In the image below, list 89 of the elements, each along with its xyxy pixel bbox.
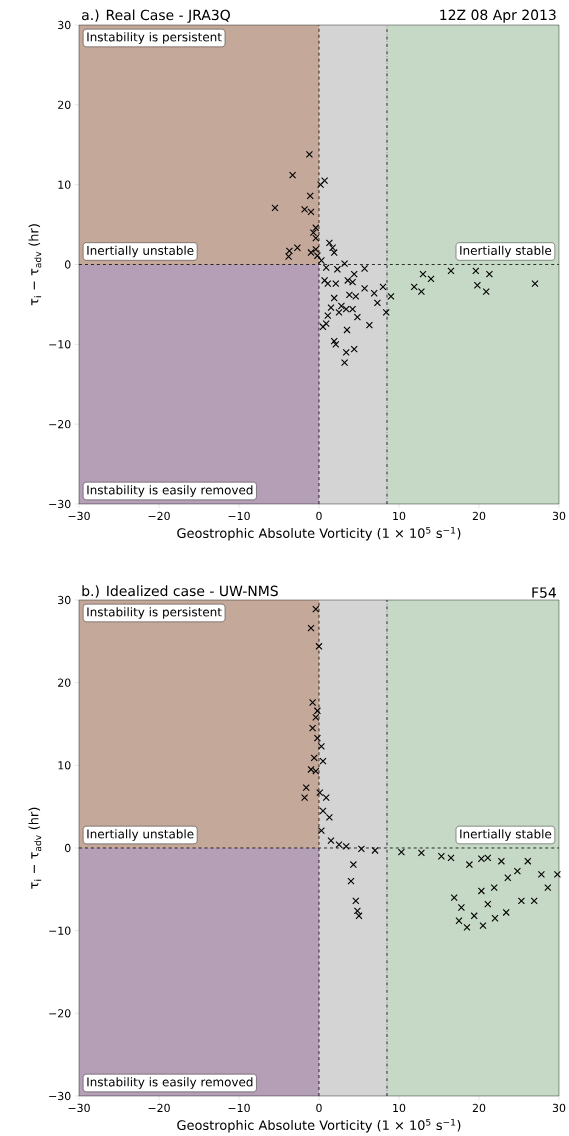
x-tick-label: −10 xyxy=(228,511,250,521)
annotation: Inertially stable xyxy=(460,245,552,258)
y-tick-label: −10 xyxy=(49,926,71,935)
point xyxy=(355,912,363,920)
y-tick-label: 0 xyxy=(64,260,71,269)
point xyxy=(352,897,360,905)
point xyxy=(491,914,499,922)
point xyxy=(317,742,325,750)
annotation: Instability is persistent xyxy=(87,32,222,44)
y-axis-title: τ$_{i}$ − τ$_{adv}$ (hr) xyxy=(28,807,42,889)
point xyxy=(517,897,525,905)
y-tick-label: 20 xyxy=(57,100,71,109)
chart-subtitle: F54 xyxy=(532,587,556,598)
point xyxy=(524,857,532,865)
point xyxy=(470,912,478,920)
chart-title: a.) Real Case - JRA3Q xyxy=(81,9,230,23)
point xyxy=(502,908,510,917)
annotation: Instability is easily removed xyxy=(87,485,253,497)
point xyxy=(319,807,327,815)
y-axis-title: τ$_{i}$ − τ$_{adv}$ (hr) xyxy=(28,224,42,306)
x-tick-label: 0 xyxy=(316,511,322,521)
point xyxy=(397,848,405,856)
annotation: Instability is persistent xyxy=(87,607,222,619)
x-tick-label: 20 xyxy=(472,511,486,521)
point xyxy=(327,836,335,845)
annotation: Inertially unstable xyxy=(87,829,194,841)
y-tick-label: 10 xyxy=(58,761,71,770)
point xyxy=(465,860,473,869)
point xyxy=(513,867,521,875)
x-tick-label: 0 xyxy=(316,1103,322,1113)
point xyxy=(497,857,505,865)
y-tick-label: 20 xyxy=(57,678,71,687)
point xyxy=(315,642,323,650)
point xyxy=(312,605,320,613)
point xyxy=(450,894,458,902)
x-tick-label: −10 xyxy=(228,1103,250,1113)
y-tick-label: −30 xyxy=(49,499,71,509)
point xyxy=(308,724,317,732)
x-tick-label: −20 xyxy=(148,511,170,521)
x-tick-label: 10 xyxy=(393,1103,406,1113)
point xyxy=(307,624,315,632)
y-tick-label: 0 xyxy=(64,843,71,853)
point xyxy=(455,917,463,925)
annotation: Inertially unstable xyxy=(87,245,194,258)
x-tick-label: 30 xyxy=(552,511,566,521)
y-tick-label: 10 xyxy=(58,180,71,189)
point xyxy=(322,793,330,802)
point xyxy=(357,845,365,853)
x-tick-label: 30 xyxy=(552,1103,566,1113)
x-axis-title: Geostrophic Absolute Vorticity (1 × 10$^{5}$ s$^{−1}$) xyxy=(177,1118,461,1133)
point xyxy=(504,874,512,882)
x-tick-label: 20 xyxy=(472,1103,486,1113)
point xyxy=(463,923,471,931)
chart-title: b.) Idealized case - UW-NMS xyxy=(82,585,278,598)
point xyxy=(317,827,325,835)
y-tick-label: −30 xyxy=(49,1091,71,1101)
y-tick-label: −20 xyxy=(49,1009,71,1018)
chart-subtitle: 12Z 08 Apr 2013 xyxy=(440,9,556,23)
point xyxy=(300,793,309,802)
point xyxy=(325,813,333,821)
point xyxy=(437,852,445,860)
point xyxy=(477,887,485,895)
y-tick-label: −10 xyxy=(49,340,71,349)
point xyxy=(312,713,320,721)
x-tick-label: 10 xyxy=(393,511,406,521)
point xyxy=(553,870,561,879)
x-tick-label: −20 xyxy=(148,1103,170,1113)
point xyxy=(417,849,425,857)
point xyxy=(319,757,327,765)
point xyxy=(484,900,492,908)
point xyxy=(457,903,465,912)
point xyxy=(537,870,545,879)
x-axis-title: Geostrophic Absolute Vorticity (1 × 10$^{5}$ s$^{−1}$) xyxy=(177,526,461,541)
y-tick-label: 30 xyxy=(57,20,71,30)
point xyxy=(479,922,487,930)
point xyxy=(349,860,357,869)
y-tick-label: 30 xyxy=(57,595,71,605)
annotation: Instability is easily removed xyxy=(87,1077,253,1089)
point xyxy=(308,698,317,707)
annotation: Inertially stable xyxy=(460,829,552,841)
y-tick-label: −20 xyxy=(49,420,71,429)
point xyxy=(313,707,321,715)
point xyxy=(490,884,498,892)
point xyxy=(371,846,379,855)
point xyxy=(302,784,310,792)
point xyxy=(316,789,324,797)
point xyxy=(353,907,361,915)
point xyxy=(544,884,552,892)
point xyxy=(313,734,321,742)
